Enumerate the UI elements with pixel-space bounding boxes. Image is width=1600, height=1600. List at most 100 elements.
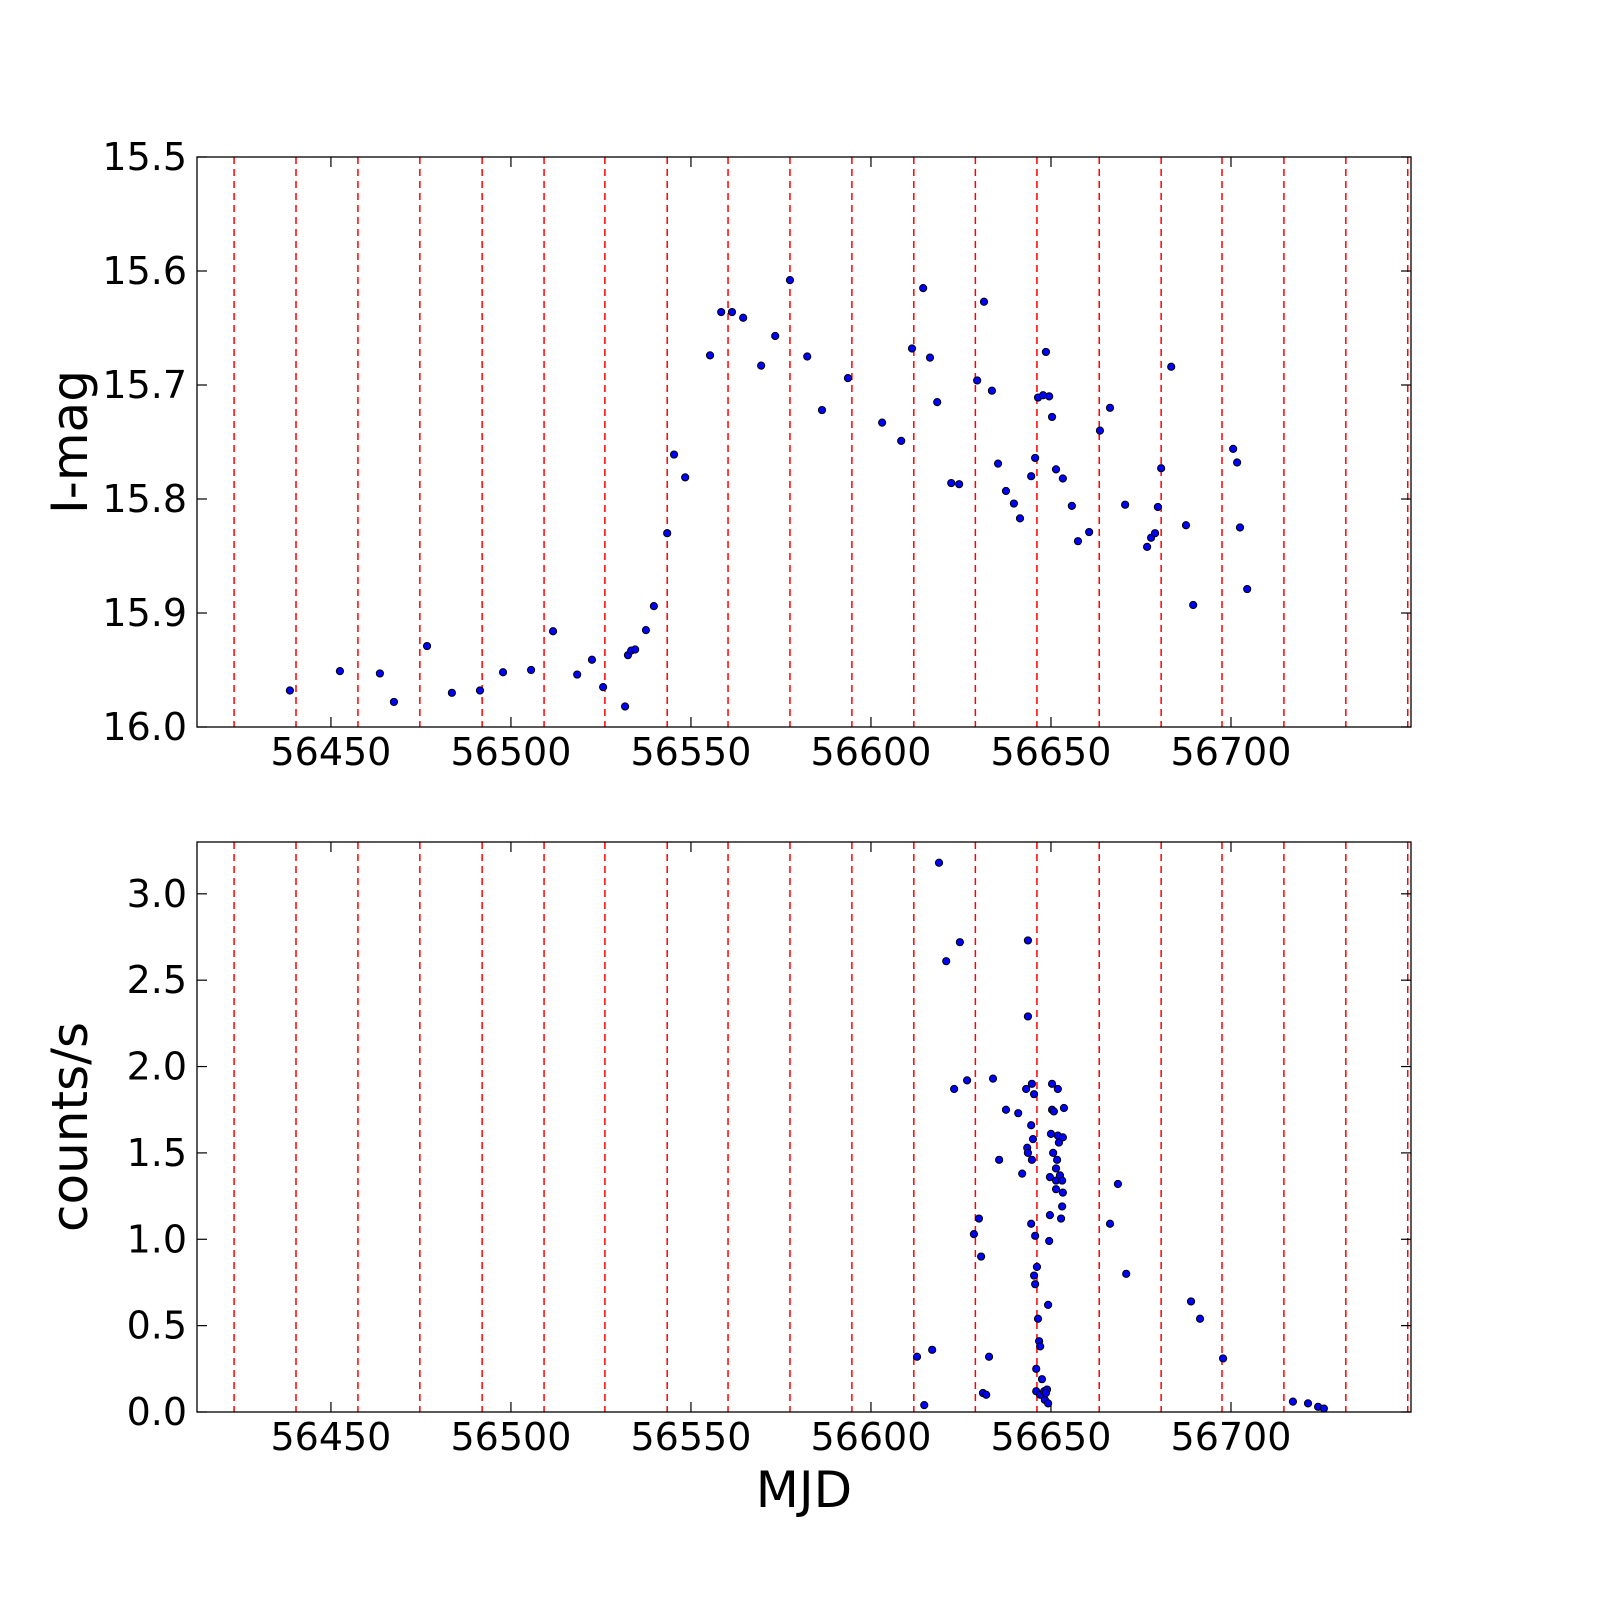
y-tick-label: 15.8	[102, 477, 187, 521]
data-point	[969, 1229, 979, 1239]
y-tick-label: 2.5	[127, 958, 187, 1002]
data-point	[527, 665, 536, 675]
data-point	[1029, 1090, 1039, 1099]
data-point	[1303, 1399, 1313, 1408]
data-point	[1029, 1271, 1039, 1280]
data-point	[669, 450, 679, 459]
plot-area	[197, 157, 1411, 727]
data-point	[955, 938, 964, 947]
data-point	[1150, 529, 1160, 538]
x-tick-label: 56500	[450, 730, 571, 774]
data-point	[1043, 1300, 1053, 1310]
y-tick-label: 16.0	[102, 705, 187, 749]
data-point	[285, 686, 294, 695]
data-point	[1095, 426, 1105, 435]
data-point	[1181, 521, 1191, 530]
data-point	[1052, 1155, 1062, 1164]
data-point	[962, 1076, 972, 1085]
data-point	[1041, 1388, 1051, 1398]
data-point	[663, 529, 672, 538]
data-point	[1189, 600, 1198, 610]
data-point	[977, 1252, 986, 1261]
data-point	[1023, 1012, 1033, 1021]
data-point	[1023, 1148, 1033, 1158]
x-tick-label: 56550	[631, 1415, 752, 1459]
data-point	[1058, 1188, 1067, 1197]
data-point	[843, 374, 853, 383]
y-tick-label: 15.5	[102, 135, 187, 179]
data-point	[1058, 1133, 1067, 1142]
data-point	[1218, 1354, 1228, 1363]
data-point	[1032, 1364, 1041, 1373]
data-point	[1233, 458, 1242, 467]
data-point	[1027, 472, 1036, 481]
data-point	[934, 858, 944, 867]
data-point	[771, 331, 780, 341]
data-point	[1036, 1342, 1045, 1351]
data-point	[681, 473, 690, 482]
data-point	[649, 602, 658, 611]
x-tick-label: 56700	[1171, 1415, 1292, 1459]
data-point	[993, 459, 1003, 468]
y-tick-label: 15.9	[102, 591, 187, 635]
x-tick-label: 56550	[631, 730, 752, 774]
data-point	[995, 1155, 1004, 1164]
data-point	[1031, 453, 1040, 463]
data-point	[375, 669, 384, 678]
y-axis-label: I-mag	[41, 370, 99, 514]
data-point	[422, 641, 432, 651]
data-point	[1051, 1185, 1061, 1194]
data-point	[1033, 1314, 1043, 1323]
data-point	[1023, 936, 1033, 945]
data-point	[1059, 1103, 1069, 1113]
data-point	[925, 353, 935, 362]
data-point	[1105, 1219, 1115, 1228]
y-axis-label: counts/s	[41, 1022, 99, 1232]
data-point	[739, 313, 748, 322]
data-point	[1053, 1084, 1062, 1094]
data-point	[1049, 1107, 1058, 1116]
data-point	[1058, 474, 1067, 483]
data-point	[335, 667, 345, 676]
data-point	[942, 957, 951, 966]
data-point	[631, 645, 640, 654]
x-tick-label: 56450	[270, 730, 391, 774]
data-point	[1319, 1404, 1328, 1413]
data-point	[1045, 1236, 1054, 1246]
data-point	[1113, 1179, 1123, 1189]
data-point	[803, 352, 812, 361]
data-point	[1058, 1176, 1067, 1185]
data-point	[979, 297, 989, 306]
data-point	[1051, 1164, 1061, 1173]
data-point	[1037, 1375, 1047, 1384]
data-point	[1045, 1210, 1054, 1220]
data-point	[1027, 1121, 1036, 1130]
data-point	[1105, 403, 1115, 412]
data-point	[1121, 500, 1130, 509]
x-tick-label: 56650	[991, 730, 1112, 774]
data-point	[389, 697, 399, 707]
y-tick-label: 15.6	[102, 249, 187, 293]
data-point	[1027, 1079, 1036, 1088]
data-point	[955, 480, 964, 489]
data-point	[987, 386, 997, 395]
data-point	[1028, 1134, 1038, 1144]
x-tick-label: 56650	[991, 1415, 1112, 1459]
x-tick-label: 56700	[1171, 730, 1292, 774]
data-point	[641, 626, 651, 635]
y-tick-label: 1.5	[127, 1131, 187, 1175]
data-point	[1085, 527, 1094, 537]
data-point	[1031, 1231, 1040, 1240]
data-point	[1015, 514, 1025, 523]
data-point	[727, 307, 737, 317]
data-point	[498, 668, 508, 677]
data-point	[1157, 464, 1166, 473]
data-point	[705, 351, 715, 360]
data-point	[1195, 1314, 1205, 1323]
data-point	[573, 670, 582, 679]
data-point	[785, 276, 795, 285]
data-point	[988, 1074, 998, 1083]
data-point	[947, 478, 956, 488]
data-point	[920, 1400, 929, 1410]
data-point	[1153, 502, 1163, 512]
